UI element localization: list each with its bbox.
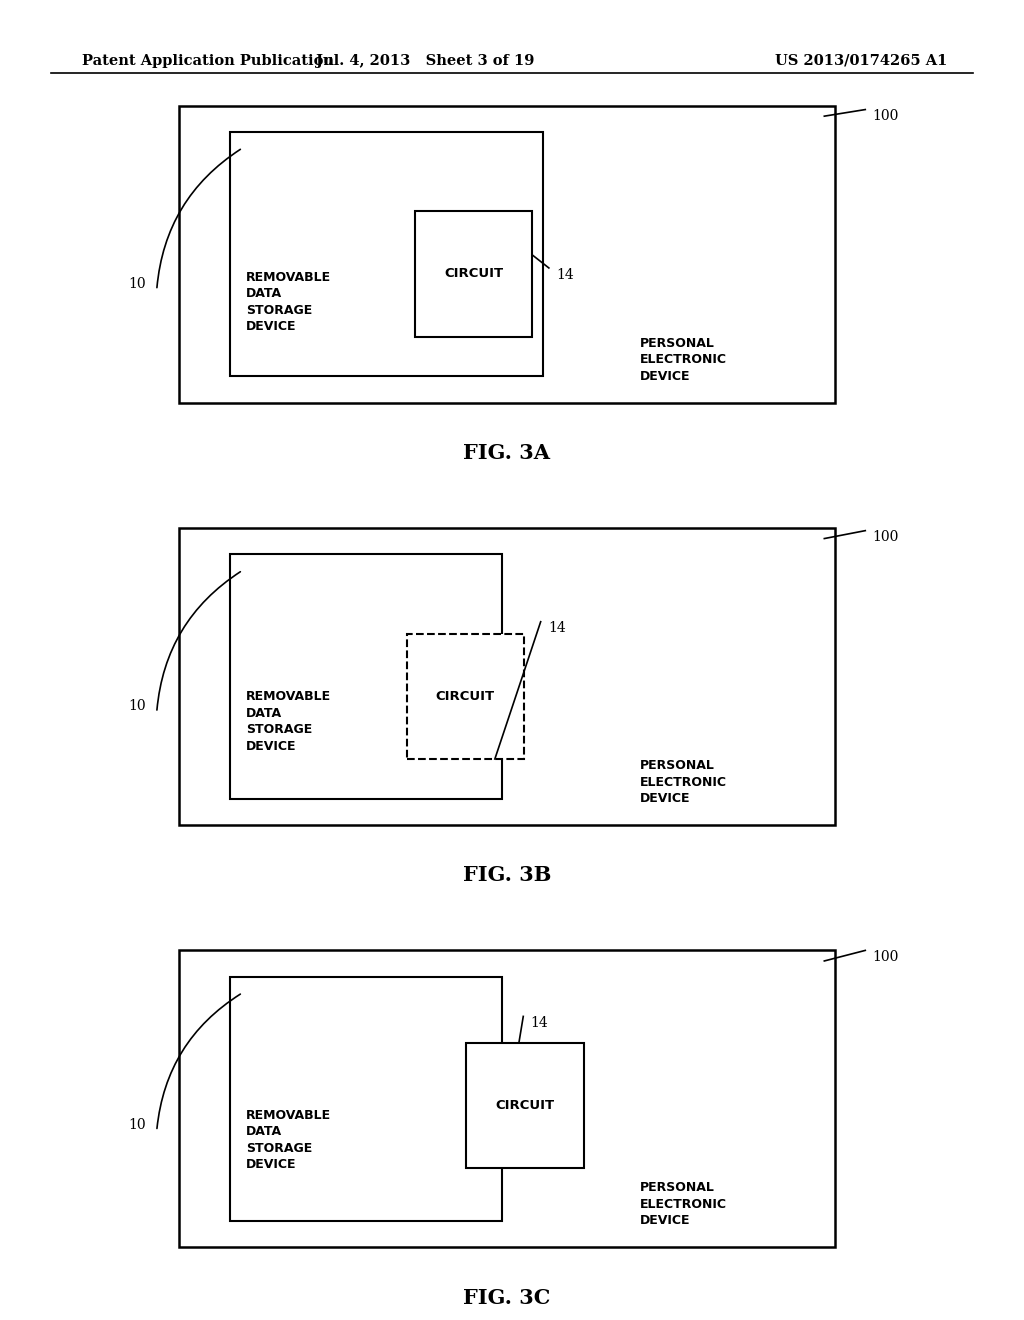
- Text: REMOVABLE
DATA
STORAGE
DEVICE: REMOVABLE DATA STORAGE DEVICE: [246, 1109, 331, 1171]
- Bar: [230, 977, 502, 1221]
- Bar: [230, 132, 543, 376]
- Text: FIG. 3B: FIG. 3B: [463, 865, 551, 886]
- Text: REMOVABLE
DATA
STORAGE
DEVICE: REMOVABLE DATA STORAGE DEVICE: [246, 271, 331, 333]
- Text: CIRCUIT: CIRCUIT: [444, 268, 503, 280]
- Text: 100: 100: [872, 531, 899, 544]
- Text: 14: 14: [548, 622, 565, 635]
- Text: PERSONAL
ELECTRONIC
DEVICE: PERSONAL ELECTRONIC DEVICE: [640, 759, 727, 805]
- Text: Patent Application Publication: Patent Application Publication: [82, 54, 334, 67]
- Text: 10: 10: [129, 277, 146, 290]
- Text: PERSONAL
ELECTRONIC
DEVICE: PERSONAL ELECTRONIC DEVICE: [640, 1181, 727, 1228]
- Text: 10: 10: [129, 1118, 146, 1131]
- Bar: [407, 634, 524, 759]
- Text: PERSONAL
ELECTRONIC
DEVICE: PERSONAL ELECTRONIC DEVICE: [640, 337, 727, 383]
- Bar: [415, 211, 532, 337]
- Text: FIG. 3A: FIG. 3A: [464, 442, 550, 463]
- Text: 14: 14: [556, 268, 573, 281]
- Text: Jul. 4, 2013   Sheet 3 of 19: Jul. 4, 2013 Sheet 3 of 19: [315, 54, 535, 67]
- Bar: [179, 528, 835, 825]
- Bar: [230, 554, 502, 799]
- Text: 10: 10: [129, 700, 146, 713]
- Text: 14: 14: [530, 1016, 548, 1030]
- Text: CIRCUIT: CIRCUIT: [496, 1100, 554, 1111]
- Text: REMOVABLE
DATA
STORAGE
DEVICE: REMOVABLE DATA STORAGE DEVICE: [246, 690, 331, 752]
- Text: FIG. 3C: FIG. 3C: [463, 1287, 551, 1308]
- Bar: [179, 106, 835, 403]
- Text: 100: 100: [872, 950, 899, 964]
- Text: CIRCUIT: CIRCUIT: [436, 690, 495, 702]
- Text: US 2013/0174265 A1: US 2013/0174265 A1: [775, 54, 947, 67]
- Bar: [466, 1043, 584, 1168]
- Bar: [179, 950, 835, 1247]
- Text: 100: 100: [872, 110, 899, 123]
